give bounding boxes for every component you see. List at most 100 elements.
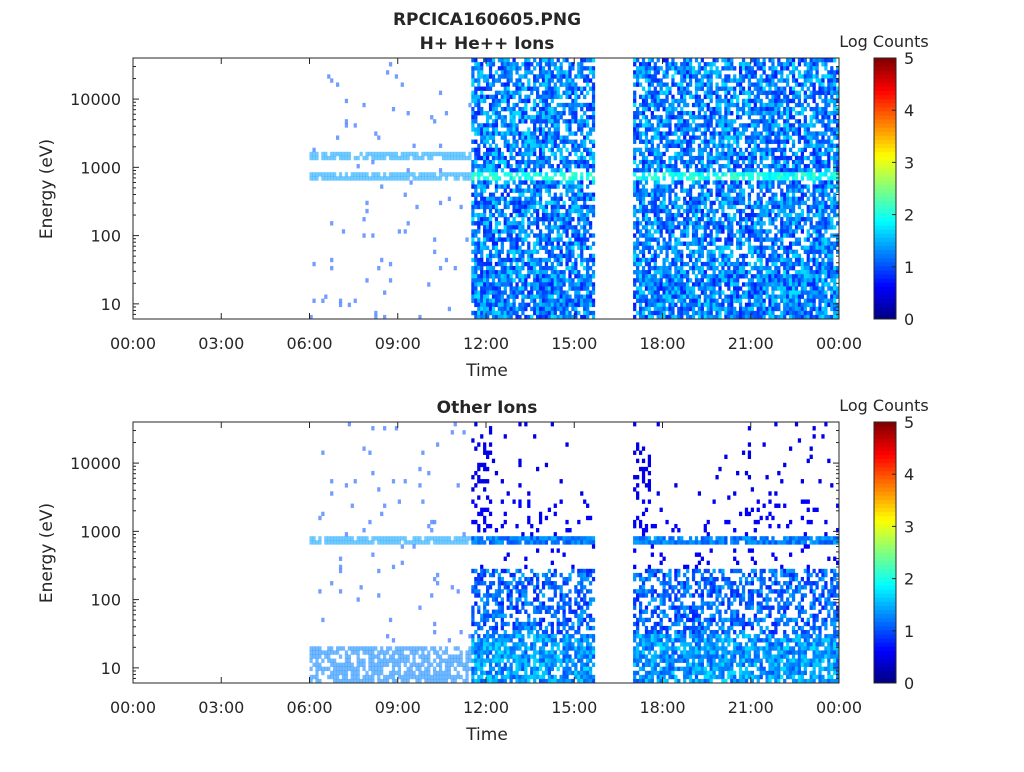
heatmap-cell — [447, 155, 451, 161]
heatmap-cell — [641, 196, 646, 202]
heatmap-cell — [659, 286, 663, 291]
heatmap-cell — [471, 180, 475, 185]
heatmap-cell — [556, 302, 560, 308]
heatmap-cell — [494, 286, 499, 291]
heatmap-cell — [638, 229, 643, 234]
heatmap-cell — [527, 94, 531, 100]
heatmap-cell — [644, 245, 649, 250]
heatmap-cell — [768, 74, 772, 79]
heatmap-cell — [574, 147, 578, 153]
heatmap-cell — [647, 82, 652, 87]
heatmap-cell — [647, 217, 652, 222]
heatmap-cell — [315, 172, 319, 177]
heatmap-cell — [668, 115, 672, 120]
heatmap-cell — [694, 196, 699, 202]
heatmap-cell — [662, 204, 666, 210]
heatmap-cell — [480, 106, 484, 112]
heatmap-cell — [462, 176, 466, 181]
heatmap-cell — [783, 212, 787, 218]
heatmap-cell — [515, 208, 519, 214]
heatmap-cell — [700, 164, 704, 169]
heatmap-cell — [574, 82, 578, 87]
heatmap-cell — [503, 164, 507, 169]
heatmap-cell — [777, 200, 781, 206]
heatmap-cell — [768, 302, 772, 308]
heatmap-cell — [483, 94, 487, 100]
heatmap-cell — [509, 168, 513, 173]
heatmap-cell — [509, 286, 513, 291]
heatmap-cell — [759, 66, 763, 71]
heatmap-cell — [521, 212, 525, 218]
heatmap-cell — [503, 143, 507, 149]
heatmap-cell — [636, 66, 640, 71]
heatmap-cell — [706, 217, 710, 222]
heatmap-cell — [650, 245, 654, 250]
heatmap-cell — [591, 261, 596, 267]
heatmap-cell — [583, 298, 587, 303]
heatmap-cell — [544, 306, 549, 312]
heatmap-cell — [465, 176, 469, 181]
heatmap-cell — [497, 253, 502, 259]
heatmap-cell — [759, 204, 763, 210]
heatmap-cell — [541, 176, 546, 181]
heatmap-cell — [530, 62, 534, 67]
heatmap-cell — [738, 147, 743, 153]
heatmap-cell — [697, 172, 702, 177]
heatmap-cell — [774, 176, 778, 181]
heatmap-cell — [653, 310, 657, 316]
heatmap-cell — [674, 127, 678, 132]
heatmap-cell — [633, 139, 637, 144]
heatmap-cell — [697, 200, 702, 206]
heatmap-cell — [588, 204, 593, 210]
heatmap-cell — [724, 111, 728, 116]
heatmap-cell — [536, 221, 540, 226]
heatmap-cell — [547, 282, 552, 287]
heatmap-cell — [565, 119, 569, 124]
heatmap-cell — [438, 143, 443, 149]
heatmap-cell — [444, 155, 449, 161]
heatmap-cell — [486, 204, 490, 210]
heatmap-cell — [744, 180, 749, 185]
heatmap-cell — [709, 131, 713, 136]
heatmap-cell — [706, 74, 710, 79]
heatmap-cell — [591, 310, 596, 316]
heatmap-cell — [571, 270, 575, 275]
heatmap-cell — [503, 82, 507, 87]
heatmap-cell — [674, 261, 678, 267]
heatmap-cell — [656, 176, 660, 181]
heatmap-cell — [771, 119, 775, 124]
heatmap-cell — [668, 143, 672, 149]
heatmap-cell — [718, 282, 722, 287]
heatmap-cell — [547, 278, 552, 283]
heatmap-cell — [803, 155, 807, 161]
heatmap-cell — [806, 74, 810, 79]
heatmap-cell — [633, 270, 637, 275]
heatmap-cell — [700, 241, 704, 246]
heatmap-cell — [538, 164, 543, 169]
heatmap-cell — [344, 119, 349, 124]
heatmap-cell — [506, 86, 510, 91]
heatmap-cell — [536, 164, 540, 169]
heatmap-cell — [736, 245, 740, 250]
heatmap-cell — [768, 111, 772, 116]
heatmap-cell — [509, 155, 513, 161]
heatmap-cell — [565, 221, 569, 226]
heatmap-cell — [647, 74, 652, 79]
heatmap-cell — [588, 196, 593, 202]
heatmap-cell — [580, 278, 584, 283]
heatmap-cell — [680, 119, 684, 124]
heatmap-cell — [353, 155, 357, 161]
heatmap-cell — [771, 159, 775, 165]
heatmap-cell — [512, 131, 516, 136]
heatmap-cell — [806, 245, 810, 250]
heatmap-cell — [477, 294, 481, 299]
heatmap-cell — [533, 86, 537, 91]
heatmap-cell — [550, 274, 554, 279]
heatmap-cell — [777, 204, 781, 210]
heatmap-cell — [668, 278, 672, 283]
heatmap-cell — [638, 180, 643, 185]
heatmap-cell — [553, 217, 557, 222]
heatmap-cell — [515, 257, 519, 263]
heatmap-cell — [500, 294, 504, 299]
heatmap-cell — [577, 70, 581, 75]
